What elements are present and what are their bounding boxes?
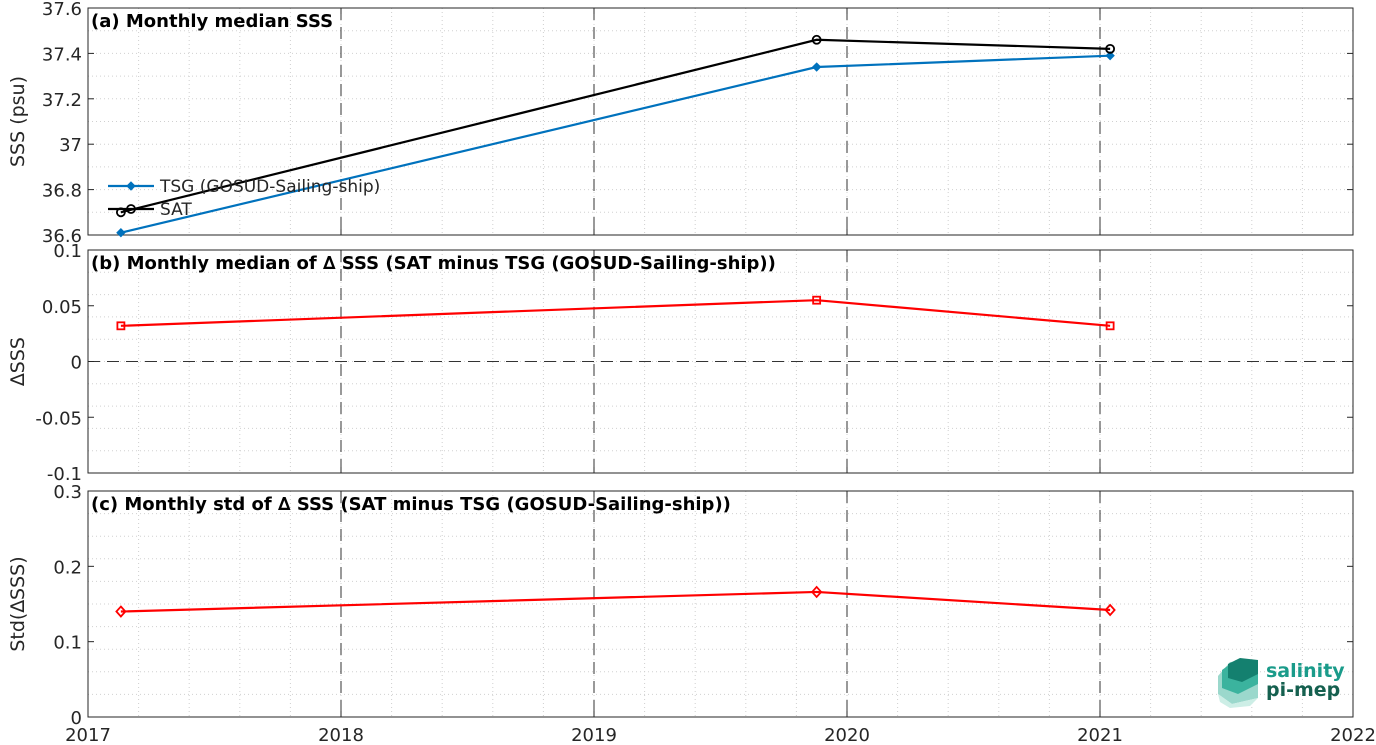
data-point xyxy=(812,295,822,305)
x-tick-label: 2022 xyxy=(1330,725,1376,745)
y-tick-label: 37.6 xyxy=(42,0,82,20)
chart-panels: 36.6 36.8 37 37.2 37.4 37.6 SSS (psu) (a) Month… xyxy=(7,0,1376,745)
series-tsg xyxy=(116,50,1115,238)
x-tick-label: 2021 xyxy=(1077,725,1123,745)
y-tick-label: 0.3 xyxy=(53,482,82,503)
y-tick-label: 36.6 xyxy=(42,226,82,247)
logo-line2: pi-mep xyxy=(1266,679,1340,701)
y-tick-label: 37 xyxy=(59,135,82,156)
y-axis-label: SSS (psu) xyxy=(7,76,29,167)
panel-c: 0 0.1 0.2 0.3 2017 2018 2019 2020 2021 2022 Std(∆S… xyxy=(7,482,1376,745)
series-line xyxy=(120,590,1111,613)
series-delta xyxy=(116,295,1115,331)
series-delta xyxy=(115,585,1116,618)
y-tick-label: 37.2 xyxy=(42,90,82,111)
series-line xyxy=(120,54,1111,234)
x-tick-label: 2018 xyxy=(318,725,364,745)
data-point xyxy=(1105,50,1115,61)
panel-title: (b) Monthly median of ∆ SSS (SAT minus T… xyxy=(91,253,776,274)
data-point xyxy=(126,181,136,191)
data-point xyxy=(811,34,822,45)
series-line xyxy=(120,38,1111,214)
x-tick-label: 2017 xyxy=(65,725,111,745)
panel-a: 36.6 36.8 37 37.2 37.4 37.6 SSS (psu) (a) Month… xyxy=(7,0,1354,247)
y-axis-label: ∆SSS xyxy=(7,337,29,387)
x-tick-label: 2019 xyxy=(571,725,617,745)
y-tick-label: 0 xyxy=(71,353,82,374)
data-point xyxy=(1105,43,1116,54)
salinity-pi-mep-logo: salinity pi-mep xyxy=(1218,658,1345,708)
legend-label: SAT xyxy=(160,200,192,220)
y-tick-label: 36.8 xyxy=(42,181,82,202)
data-point xyxy=(1104,603,1116,617)
legend-label: TSG (GOSUD-Sailing-ship) xyxy=(159,177,380,197)
logo-emblem-icon xyxy=(1218,658,1258,708)
y-tick-label: 0.2 xyxy=(53,557,82,578)
panel-title: (a) Monthly median SSS xyxy=(91,11,333,32)
data-point xyxy=(810,585,823,599)
logo-line1: salinity xyxy=(1266,660,1345,682)
legend: TSG (GOSUD-Sailing-ship) SAT xyxy=(108,177,380,220)
data-point xyxy=(115,605,127,618)
panel-title: (c) Monthly std of ∆ SSS (SAT minus TSG … xyxy=(91,494,731,515)
series-line xyxy=(120,299,1111,327)
y-tick-label: 0.05 xyxy=(42,297,82,318)
y-axis-label: Std(∆SSS) xyxy=(7,556,29,651)
y-tick-label: 0 xyxy=(71,708,82,729)
y-tick-label: 0.1 xyxy=(53,241,82,262)
panel-b: -0.1 -0.05 0 0.05 0.1 ∆SSS (b) Monthly median … xyxy=(7,241,1354,485)
data-point xyxy=(811,62,822,72)
x-tick-label: 2020 xyxy=(824,725,870,745)
data-point xyxy=(116,228,126,238)
data-point xyxy=(116,321,126,331)
y-tick-label: 0.1 xyxy=(53,633,82,654)
y-tick-label: -0.05 xyxy=(35,408,82,429)
axes-box xyxy=(87,7,1354,236)
y-tick-label: 37.4 xyxy=(42,44,82,65)
axes-box xyxy=(87,490,1354,718)
data-point xyxy=(126,204,136,214)
y-tick-label: -0.1 xyxy=(47,464,82,485)
data-point xyxy=(1105,321,1115,331)
